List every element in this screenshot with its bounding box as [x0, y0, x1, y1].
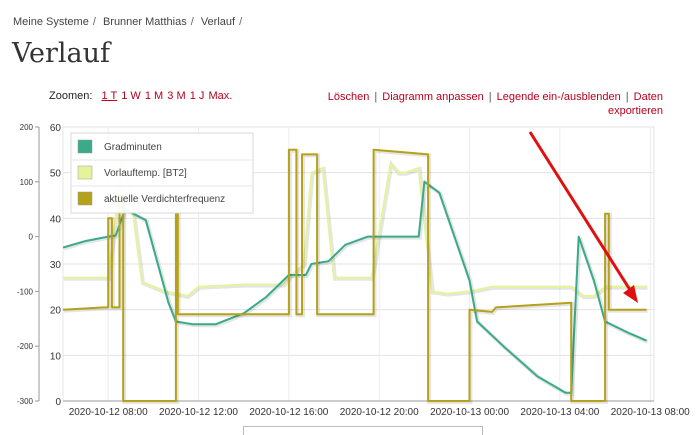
y-outer-tick-label: 200 [20, 123, 34, 132]
zoom-option-max[interactable]: Max. [208, 90, 233, 102]
y-inner-tick-label: 60 [50, 123, 62, 134]
y-inner-tick-label: 40 [50, 214, 62, 225]
legend-item[interactable]: Vorlauftemp. [BT2] [71, 159, 253, 180]
zoom-option-1j[interactable]: 1 J [189, 90, 205, 102]
x-tick-label: 2020-10-12 20:00 [340, 407, 419, 418]
customize-chart-link[interactable]: Diagramm anpassen [382, 91, 484, 103]
breadcrumb-item-owner[interactable]: Brunner Matthias [102, 16, 187, 28]
chart-navigator[interactable] [243, 426, 483, 435]
zoom-bar: Zoomen: 1 T 1 W 1 M 3 M 1 J Max. [49, 90, 233, 102]
delete-link[interactable]: Löschen [327, 91, 370, 103]
zoom-option-1w[interactable]: 1 W [121, 90, 141, 102]
action-separator: | [625, 91, 629, 103]
y-outer-tick-label: -100 [17, 287, 34, 296]
legend-box [70, 132, 254, 214]
zoom-option-1t[interactable]: 1 T [101, 90, 118, 102]
series-aktuelle-verdichterfrequenz[interactable] [62, 148, 647, 402]
x-tick-label: 2020-10-13 04:00 [520, 407, 599, 418]
zoom-option-3m[interactable]: 3 M [167, 90, 186, 102]
breadcrumb: Meine Systeme / Brunner Matthias / Verlauf… [13, 16, 246, 28]
y-outer-tick-label: -300 [17, 397, 34, 406]
breadcrumb-separator: / [92, 16, 96, 28]
chart-actions: Löschen | Diagramm anpassen | Legende ein-/a… [303, 90, 663, 118]
breadcrumb-separator: / [190, 16, 194, 28]
toggle-legend-link[interactable]: Legende ein-/ausblenden [496, 91, 621, 103]
legend-label: aktuelle Verdichterfrequenz [104, 194, 225, 205]
legend-swatch [77, 139, 93, 154]
y-axis-outer: 200 100 0 -100 -200 -300 [17, 123, 40, 406]
y-inner-tick-label: 50 [50, 169, 62, 180]
export-data-link[interactable]: Daten exportieren [607, 91, 663, 117]
legend-item[interactable]: Gradminuten [77, 139, 162, 154]
breadcrumb-item-current[interactable]: Verlauf [200, 16, 236, 28]
legend-swatch [77, 191, 93, 206]
x-tick-label: 2020-10-12 08:00 [69, 407, 148, 418]
page-title: Verlauf [12, 38, 111, 69]
zoom-label: Zoomen: [49, 90, 93, 102]
y-inner-tick-label: 20 [50, 306, 62, 317]
y-inner-tick-label: 0 [55, 397, 61, 408]
breadcrumb-item-systems[interactable]: Meine Systeme [13, 16, 89, 28]
annotation-arrow [528, 131, 638, 303]
legend-swatch [77, 165, 93, 180]
action-separator: | [374, 91, 378, 103]
legend-label: Vorlauftemp. [BT2] [104, 168, 187, 179]
y-outer-tick-label: 100 [20, 178, 34, 187]
annotation-arrow-head [623, 285, 638, 303]
legend-label: Gradminuten [104, 142, 162, 153]
action-separator: | [488, 91, 492, 103]
y-axis-inner: 60 50 40 30 20 10 0 [50, 123, 62, 408]
y-inner-tick-label: 10 [50, 351, 62, 362]
x-tick-label: 2020-10-12 12:00 [159, 407, 238, 418]
legend-item[interactable]: aktuelle Verdichterfrequenz [71, 185, 253, 206]
series-gradminuten[interactable] [62, 180, 647, 394]
x-tick-label: 2020-10-13 00:00 [430, 407, 509, 418]
y-inner-tick-label: 30 [50, 260, 62, 271]
x-tick-label: 2020-10-13 08:00 [611, 407, 690, 418]
x-tick-label: 2020-10-12 16:00 [249, 407, 328, 418]
annotation-arrow-shaft [528, 131, 634, 294]
y-outer-tick-label: 0 [29, 233, 34, 242]
y-outer-tick-label: -200 [17, 342, 34, 351]
breadcrumb-separator: / [239, 16, 243, 28]
zoom-option-1m[interactable]: 1 M [144, 90, 164, 102]
chart-legend[interactable]: Gradminuten Vorlauftemp. [BT2] aktuelle Ve… [70, 132, 254, 214]
